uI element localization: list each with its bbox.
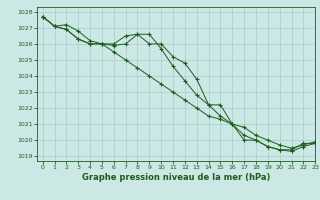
X-axis label: Graphe pression niveau de la mer (hPa): Graphe pression niveau de la mer (hPa): [82, 173, 270, 182]
